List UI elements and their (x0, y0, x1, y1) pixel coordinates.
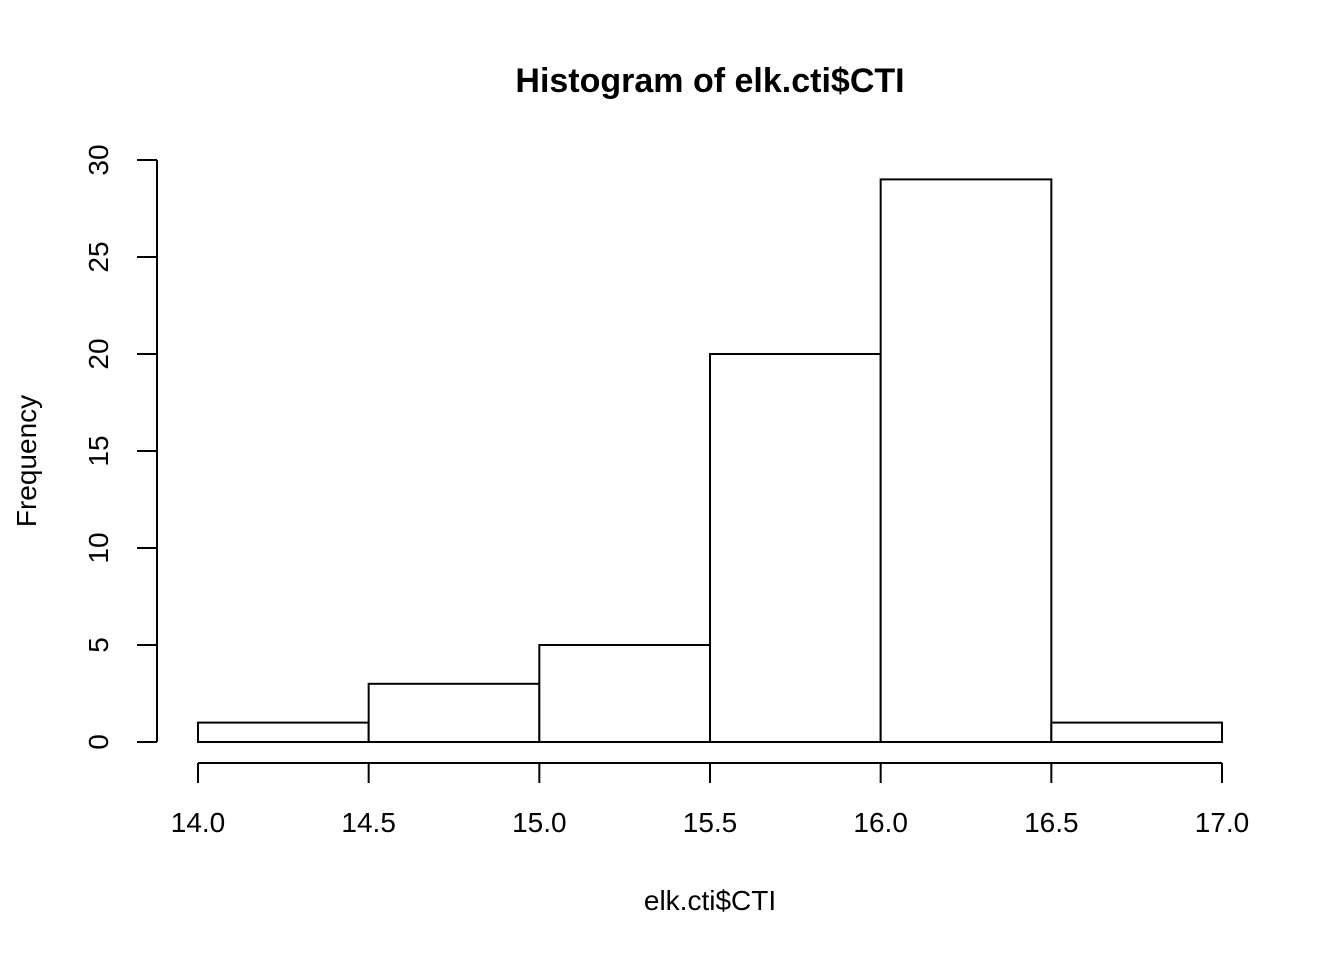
x-tick-label-5: 16.5 (1024, 807, 1079, 838)
y-axis: 0 5 10 15 20 25 30 (83, 144, 158, 750)
x-axis-label: elk.cti$CTI (644, 885, 776, 916)
bars-group (197, 178, 1224, 743)
y-axis-label: Frequency (11, 395, 42, 527)
histogram-bar-1 (367, 682, 541, 743)
x-tick-label-2: 15.0 (512, 807, 567, 838)
histogram-bar-4 (879, 178, 1053, 743)
x-axis: 14.0 14.5 15.0 15.5 16.0 16.5 17.0 (171, 762, 1250, 838)
histogram-bar-0 (197, 721, 370, 743)
y-tick-label-4: 20 (83, 338, 114, 369)
x-tick-label-4: 16.0 (853, 807, 908, 838)
x-tick-label-0: 14.0 (171, 807, 226, 838)
histogram-bar-5 (1050, 721, 1224, 743)
chart-title: Histogram of elk.cti$CTI (515, 62, 904, 100)
y-tick-label-0: 0 (83, 734, 114, 750)
y-tick-label-2: 10 (83, 532, 114, 563)
histogram-bar-3 (709, 353, 882, 743)
y-tick-label-3: 15 (83, 435, 114, 466)
y-tick-label-1: 5 (83, 637, 114, 653)
histogram-bar-2 (538, 644, 711, 743)
x-tick-label-3: 15.5 (683, 807, 738, 838)
x-tick-label-1: 14.5 (341, 807, 396, 838)
y-tick-label-6: 30 (83, 144, 114, 175)
y-tick-label-5: 25 (83, 241, 114, 272)
x-tick-label-6: 17.0 (1195, 807, 1250, 838)
